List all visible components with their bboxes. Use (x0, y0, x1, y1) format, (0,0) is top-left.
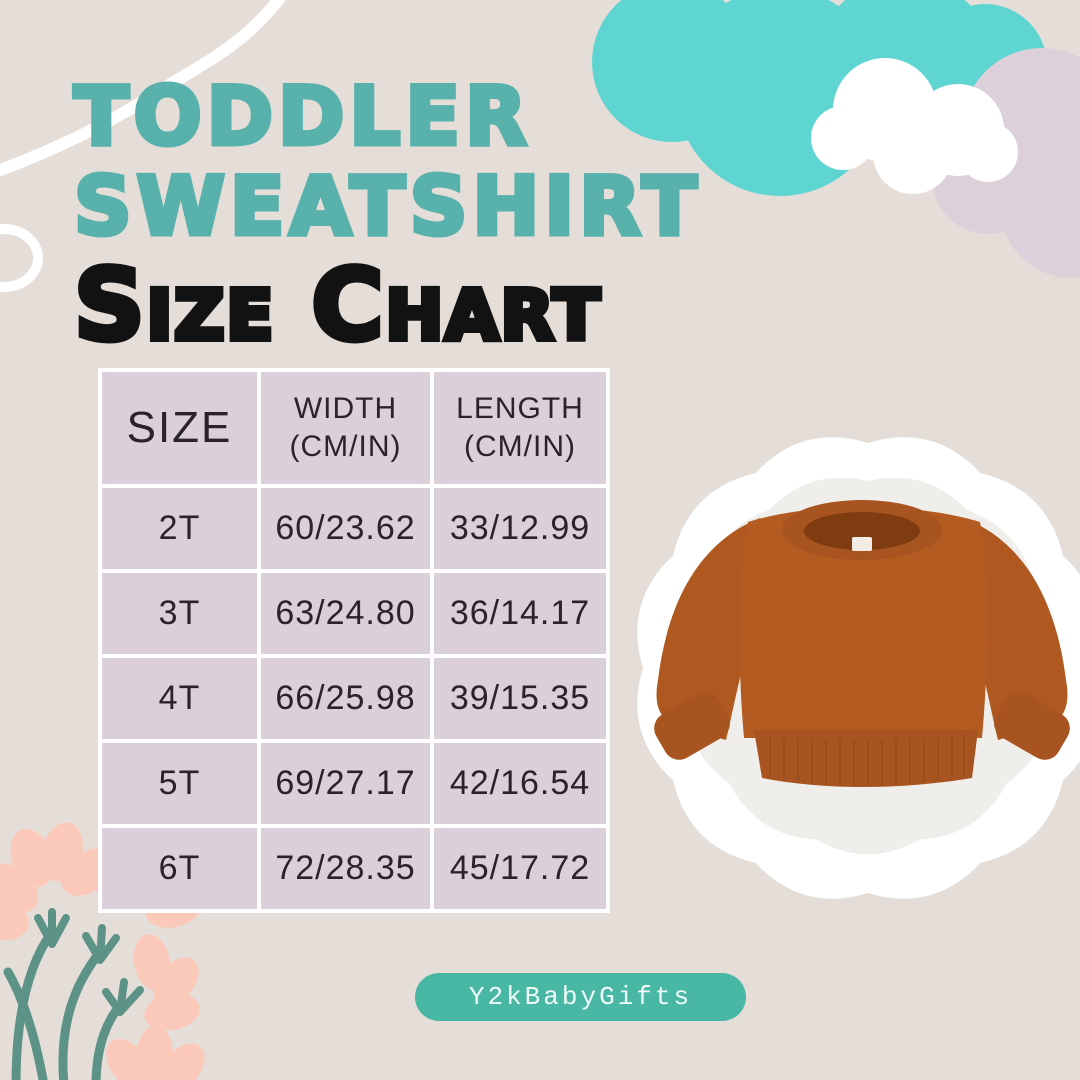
brand-badge: Y2kBabyGifts (415, 973, 746, 1021)
table-row-6t-length: 45/17.72 (434, 828, 606, 909)
table-row-6t-size: 6T (102, 828, 257, 909)
white-cloud (811, 58, 1018, 194)
table-header-size: SIZE (102, 372, 257, 484)
sweatshirt-neck-opening (804, 512, 920, 550)
squiggle-line-decoration (0, 0, 286, 292)
table-header-length: LENGTH (CM/IN) (434, 372, 606, 484)
table-row-2t-width: 60/23.62 (261, 488, 430, 569)
header-length-unit: (CM/IN) (464, 430, 576, 463)
header-width-label: WIDTH (293, 392, 398, 425)
brand-name: Y2kBabyGifts (468, 982, 693, 1012)
table-header-width: WIDTH (CM/IN) (261, 372, 430, 484)
table-row-6t-width: 72/28.35 (261, 828, 430, 909)
table-row-3t-length: 36/14.17 (434, 573, 606, 654)
sweatshirt-hem-ribbing (769, 735, 965, 786)
title-line-sweatshirt: SWEATSHIRT (72, 159, 702, 254)
page-title: TODDLER SWEATSHIRT Size Chart (71, 69, 702, 363)
header-width-unit: (CM/IN) (289, 430, 402, 463)
header-length-label: LENGTH (456, 392, 584, 425)
sweatshirt-cuffs (654, 692, 1070, 760)
size-table: SIZE WIDTH (CM/IN) LENGTH (CM/IN) 2T 60/… (98, 368, 610, 913)
table-row-5t-length: 42/16.54 (434, 743, 606, 824)
table-row-3t-size: 3T (102, 573, 257, 654)
table-row-2t-length: 33/12.99 (434, 488, 606, 569)
table-row-4t-width: 66/25.98 (261, 658, 430, 739)
title-line-toddler: TODDLER (72, 69, 532, 164)
table-row-4t-size: 4T (102, 658, 257, 739)
sweatshirt-body (739, 507, 988, 738)
sweatshirt-neck-label (852, 537, 872, 551)
table-row-5t-width: 69/27.17 (261, 743, 430, 824)
header-size-label: SIZE (126, 403, 233, 452)
table-row-4t-length: 39/15.35 (434, 658, 606, 739)
table-row-2t-size: 2T (102, 488, 257, 569)
sweatshirt-hem (754, 730, 978, 787)
sweatshirt-illustration (654, 500, 1070, 787)
table-row-5t-size: 5T (102, 743, 257, 824)
table-row-3t-width: 63/24.80 (261, 573, 430, 654)
title-line-size-chart: Size Chart (71, 249, 603, 363)
